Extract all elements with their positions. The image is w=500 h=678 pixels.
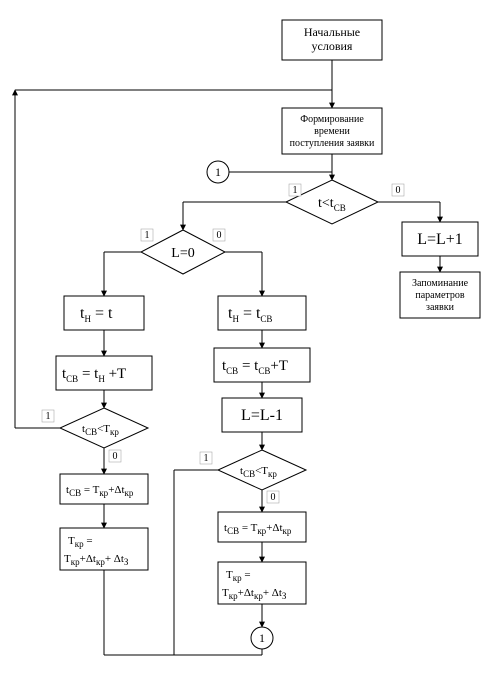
node-form-t3: поступления заявки	[290, 138, 375, 149]
decision-L0-text: L=0	[171, 246, 194, 261]
label-L0-no: 0	[217, 230, 222, 241]
flowchart: Начальные условия Формирование времени п…	[0, 0, 500, 678]
connector-1-top-label: 1	[215, 165, 221, 179]
label-tcbTkpR-yes: 1	[204, 453, 209, 464]
node-form-t2: времени	[314, 126, 350, 137]
node-form-t1: Формирование	[300, 114, 364, 125]
label-tcbTkpL-yes: 1	[46, 411, 51, 422]
connector-1-bottom-label: 1	[259, 631, 265, 645]
node-memory-t3: заявки	[426, 302, 455, 313]
node-memory-t1: Запоминание	[412, 278, 469, 289]
node-tcb-tcbT	[214, 348, 310, 382]
label-ttcb-yes: 1	[293, 185, 298, 196]
node-start-text1: Начальные	[304, 25, 360, 39]
label-tcbTkpL-no: 0	[113, 451, 118, 462]
node-Lplus-text: L=L+1	[417, 231, 463, 248]
node-start-text2: условия	[312, 39, 353, 53]
node-memory-t2: параметров	[415, 290, 464, 301]
label-L0-yes: 1	[145, 230, 150, 241]
node-Lminus-text: L=L-1	[241, 407, 283, 424]
label-tcbTkpR-no: 0	[271, 492, 276, 503]
label-ttcb-no: 0	[396, 185, 401, 196]
